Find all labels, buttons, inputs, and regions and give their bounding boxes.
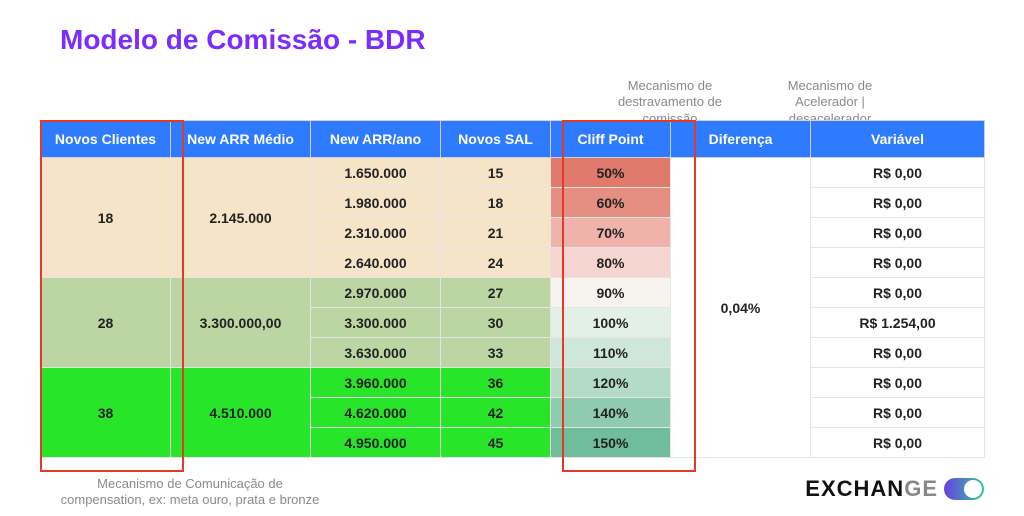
logo-text: EXCHANGE xyxy=(805,476,938,502)
cell-arr-ano: 2.310.000 xyxy=(311,218,441,248)
cell-var: R$ 0,00 xyxy=(811,368,985,398)
table-wrap: Novos ClientesNew ARR MédioNew ARR/anoNo… xyxy=(40,120,984,458)
cell-novos-clientes: 28 xyxy=(41,278,171,368)
col-header: Cliff Point xyxy=(551,121,671,158)
cell-cliff: 100% xyxy=(551,308,671,338)
cell-sal: 33 xyxy=(441,338,551,368)
commission-table: Novos ClientesNew ARR MédioNew ARR/anoNo… xyxy=(40,120,985,458)
cell-cliff: 70% xyxy=(551,218,671,248)
col-header: New ARR Médio xyxy=(171,121,311,158)
cell-arr-ano: 2.970.000 xyxy=(311,278,441,308)
cell-arr-ano: 4.620.000 xyxy=(311,398,441,428)
col-header: Variável xyxy=(811,121,985,158)
cell-var: R$ 0,00 xyxy=(811,188,985,218)
cell-arr-ano: 2.640.000 xyxy=(311,248,441,278)
cell-diff: 0,04% xyxy=(671,158,811,458)
cell-var: R$ 0,00 xyxy=(811,158,985,188)
cell-var: R$ 0,00 xyxy=(811,398,985,428)
col-header: New ARR/ano xyxy=(311,121,441,158)
cell-sal: 45 xyxy=(441,428,551,458)
cell-arr-ano: 3.960.000 xyxy=(311,368,441,398)
cell-sal: 27 xyxy=(441,278,551,308)
table-row: 283.300.000,002.970.0002790%R$ 0,00 xyxy=(41,278,985,308)
cell-sal: 30 xyxy=(441,308,551,338)
cell-sal: 24 xyxy=(441,248,551,278)
logo-toggle-icon xyxy=(944,478,984,500)
cell-cliff: 150% xyxy=(551,428,671,458)
cell-var: R$ 0,00 xyxy=(811,248,985,278)
cell-cliff: 140% xyxy=(551,398,671,428)
cell-sal: 18 xyxy=(441,188,551,218)
logo: EXCHANGE xyxy=(805,476,984,502)
cell-sal: 21 xyxy=(441,218,551,248)
cell-cliff: 50% xyxy=(551,158,671,188)
cell-arr-ano: 3.300.000 xyxy=(311,308,441,338)
cell-var: R$ 0,00 xyxy=(811,218,985,248)
cell-var: R$ 0,00 xyxy=(811,338,985,368)
cell-cliff: 90% xyxy=(551,278,671,308)
annotation-footer: Mecanismo de Comunicação de compensation… xyxy=(60,476,320,509)
cell-var: R$ 0,00 xyxy=(811,278,985,308)
cell-var: R$ 0,00 xyxy=(811,428,985,458)
table-row: 182.145.0001.650.0001550%0,04%R$ 0,00 xyxy=(41,158,985,188)
cell-sal: 15 xyxy=(441,158,551,188)
col-header: Diferença xyxy=(671,121,811,158)
cell-cliff: 110% xyxy=(551,338,671,368)
page-title: Modelo de Comissão - BDR xyxy=(60,24,984,56)
col-header: Novos Clientes xyxy=(41,121,171,158)
cell-novos-clientes: 18 xyxy=(41,158,171,278)
cell-cliff: 80% xyxy=(551,248,671,278)
cell-arr-ano: 1.980.000 xyxy=(311,188,441,218)
cell-arr-ano: 3.630.000 xyxy=(311,338,441,368)
cell-cliff: 60% xyxy=(551,188,671,218)
cell-var: R$ 1.254,00 xyxy=(811,308,985,338)
cell-arr-ano: 1.650.000 xyxy=(311,158,441,188)
cell-cliff: 120% xyxy=(551,368,671,398)
cell-arr-medio: 4.510.000 xyxy=(171,368,311,458)
cell-sal: 36 xyxy=(441,368,551,398)
table-row: 384.510.0003.960.00036120%R$ 0,00 xyxy=(41,368,985,398)
cell-arr-medio: 3.300.000,00 xyxy=(171,278,311,368)
cell-arr-ano: 4.950.000 xyxy=(311,428,441,458)
cell-novos-clientes: 38 xyxy=(41,368,171,458)
cell-arr-medio: 2.145.000 xyxy=(171,158,311,278)
cell-sal: 42 xyxy=(441,398,551,428)
col-header: Novos SAL xyxy=(441,121,551,158)
